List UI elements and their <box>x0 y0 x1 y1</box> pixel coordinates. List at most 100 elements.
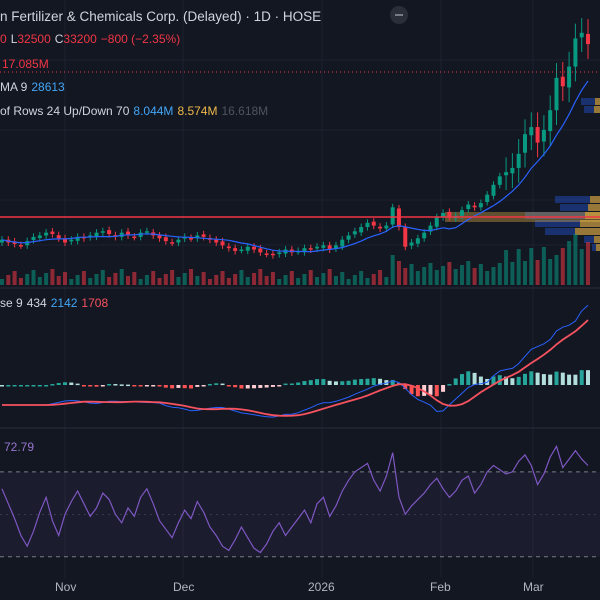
macd-hist-40 <box>252 385 257 389</box>
macd-hist-66 <box>415 385 420 397</box>
macd-hist-23 <box>144 385 149 387</box>
macd-hist-10 <box>63 382 68 385</box>
candle-body-32 <box>201 234 206 237</box>
candle-body-69 <box>434 217 439 227</box>
visibility-icon[interactable] <box>390 6 408 24</box>
macd-hist-62 <box>390 379 395 385</box>
vp-row-down-7 <box>595 98 600 105</box>
macd-hist-59 <box>371 378 376 385</box>
macd-hist-37 <box>233 385 238 388</box>
volume-bar-7 <box>44 273 49 285</box>
chart-title: n Fertilizer & Chemicals Corp. (Delayed)… <box>0 9 322 24</box>
volume-bar-66 <box>415 271 420 285</box>
macd-hist-16 <box>100 385 105 387</box>
macd-hist-36 <box>226 385 231 387</box>
x-tick-feb: Feb <box>430 580 451 594</box>
candle-body-74 <box>466 204 471 210</box>
volume-bar-21 <box>132 272 137 285</box>
volume-bar-36 <box>226 278 231 285</box>
volume-bar-67 <box>422 267 427 285</box>
macd-hist-64 <box>403 385 408 390</box>
candle-body-60 <box>378 226 383 229</box>
candle-body-43 <box>270 253 275 256</box>
candle-body-50 <box>315 246 320 249</box>
volume-bar-23 <box>144 275 149 285</box>
candle-body-57 <box>359 227 364 233</box>
candle-body-71 <box>447 211 452 218</box>
macd-hist-78 <box>491 376 496 385</box>
volume-bar-55 <box>346 279 351 285</box>
macd-hist-51 <box>321 379 326 385</box>
macd-hist-54 <box>340 381 345 385</box>
volume-bar-61 <box>384 277 389 285</box>
macd-hist-92 <box>579 370 584 385</box>
rsi-value: 72.79 <box>4 440 35 454</box>
volume-bar-81 <box>510 262 515 285</box>
candle-body-56 <box>352 231 357 235</box>
candle-body-51 <box>321 245 326 248</box>
macd-hist-27 <box>170 385 175 389</box>
volume-bar-2 <box>12 271 17 285</box>
macd-hist-18 <box>113 384 118 386</box>
x-tick-mar: Mar <box>523 580 544 594</box>
candle-body-48 <box>302 248 307 253</box>
candle-body-37 <box>233 248 238 251</box>
volume-bar-8 <box>50 269 55 285</box>
vp-row-down-2 <box>585 212 600 219</box>
candle-body-84 <box>529 127 534 136</box>
macd-hist-17 <box>107 384 112 386</box>
candle-body-88 <box>554 77 559 111</box>
volume-bar-77 <box>485 271 490 285</box>
macd-signal-line <box>2 319 589 417</box>
macd-hist-13 <box>81 385 86 387</box>
candle-body-64 <box>403 227 408 247</box>
candle-body-73 <box>459 210 464 216</box>
volume-bar-16 <box>100 270 105 285</box>
volume-bar-70 <box>441 266 446 285</box>
macd-hist-2 <box>12 385 17 387</box>
macd-hist-90 <box>567 374 572 385</box>
chart-grid <box>0 0 600 578</box>
candle-body-83 <box>522 134 527 153</box>
candle-body-16 <box>100 231 105 233</box>
macd-hist-45 <box>283 383 288 386</box>
change-value: −800 (−2.35%) <box>100 32 181 46</box>
x-tick-nov: Nov <box>55 580 77 594</box>
macd-hist-91 <box>573 374 578 385</box>
low-label: L <box>10 32 18 46</box>
volume-bar-26 <box>163 274 168 285</box>
candle-body-35 <box>220 241 225 246</box>
overlays <box>0 71 600 253</box>
macd-hist-81 <box>510 378 515 385</box>
vp-row-up-3 <box>535 220 580 227</box>
macd-hist-4 <box>25 385 30 387</box>
candle-body-67 <box>422 232 427 239</box>
macd-hist-61 <box>384 380 389 385</box>
close-value: 33200 <box>63 32 97 46</box>
volume-bar-57 <box>359 271 364 285</box>
vp-row-up-4 <box>545 228 575 235</box>
candle-body-27 <box>170 242 175 244</box>
macd-hist-24 <box>151 385 156 387</box>
candle-body-61 <box>384 225 389 229</box>
volume-bar-51 <box>321 273 326 285</box>
volume-bar-31 <box>195 276 200 285</box>
macd-hist-47 <box>296 382 301 385</box>
volume-bar-76 <box>478 264 483 285</box>
candle-body-91 <box>573 38 578 67</box>
vp-legend: of Rows 24 Up/Down 70 8.044M 8.574M 16.618M <box>0 104 272 118</box>
vp-row-up-2 <box>525 212 585 219</box>
vp-row-down-5 <box>594 236 600 243</box>
macd-hist-69 <box>434 385 439 397</box>
candle-body-8 <box>50 231 55 235</box>
volume-value: 17.085M <box>2 57 49 71</box>
candle-body-10 <box>63 238 68 243</box>
vp-row-up-8 <box>584 106 594 113</box>
macd-hist-87 <box>548 374 553 385</box>
macd-hist-53 <box>333 381 338 385</box>
macd-hist-49 <box>308 380 313 385</box>
candle-body-76 <box>478 203 483 208</box>
macd-hist-70 <box>441 385 446 392</box>
macd-hist-44 <box>277 385 282 387</box>
